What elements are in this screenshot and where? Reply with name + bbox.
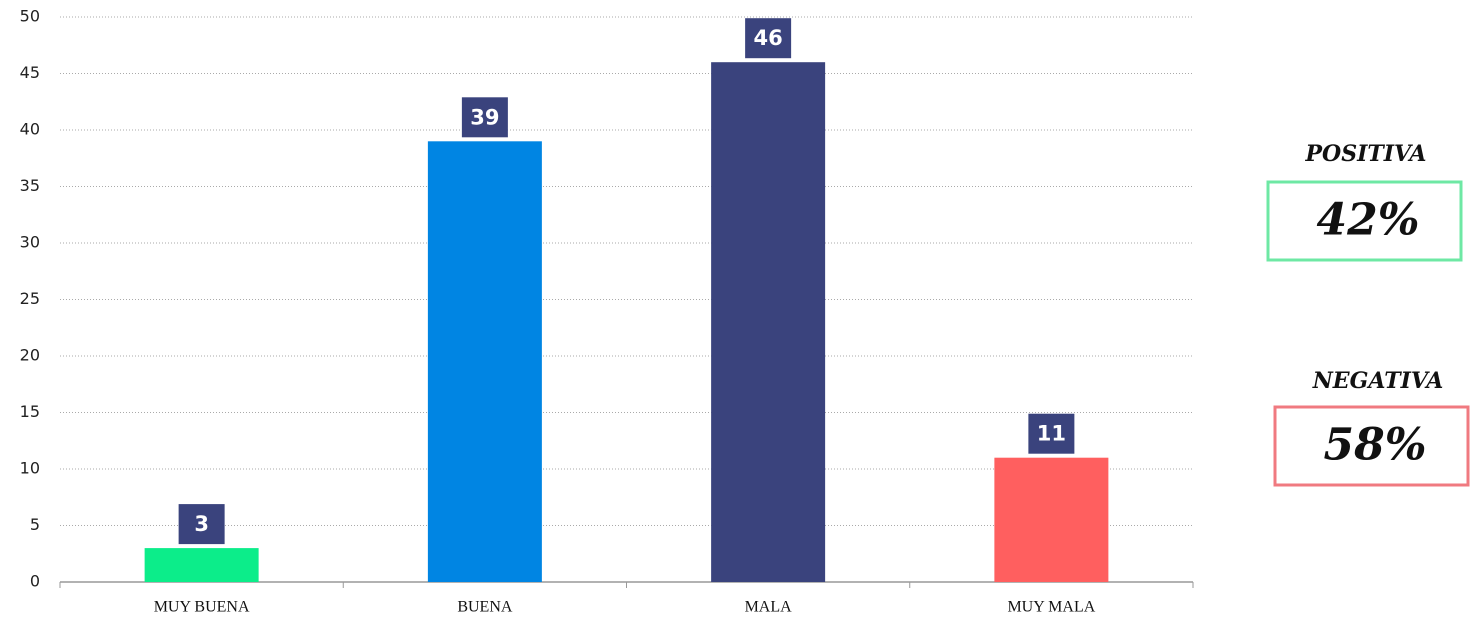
x-tick-label: BUENA (457, 599, 513, 616)
value-label-box (1028, 413, 1075, 454)
value-label: 46 (754, 26, 783, 50)
annotation-box (1273, 405, 1470, 487)
x-tick-label: MUY BUENA (154, 599, 250, 616)
x-tick-label: MALA (745, 599, 793, 616)
y-tick-label: 10 (20, 459, 40, 478)
y-tick-label: 30 (20, 233, 40, 252)
bar (427, 141, 542, 583)
value-label-box (461, 97, 508, 138)
y-tick-label: 40 (20, 120, 40, 139)
value-label-box (178, 504, 225, 545)
value-label-box (745, 18, 792, 59)
y-tick-label: 5 (30, 515, 40, 534)
y-tick-label: 35 (20, 176, 40, 195)
y-tick-label: 50 (20, 7, 40, 26)
bar (711, 62, 826, 582)
y-tick-label: 25 (20, 289, 40, 308)
y-tick-label: 20 (20, 346, 40, 365)
value-label: 11 (1037, 422, 1066, 446)
value-label: 3 (194, 512, 209, 536)
bar (144, 548, 259, 582)
x-tick-label: MUY MALA (1007, 599, 1095, 616)
value-label: 39 (470, 105, 499, 129)
bar (994, 457, 1109, 582)
y-tick-label: 45 (20, 63, 40, 82)
annotation-title: POSITIVA (1305, 141, 1427, 167)
y-tick-label: 15 (20, 402, 40, 421)
annotation-title: NEGATIVA (1312, 368, 1444, 394)
annotation-box (1266, 180, 1463, 262)
annotation-value: 42% (1316, 195, 1419, 246)
annotation-value: 58% (1323, 420, 1426, 471)
y-tick-label: 0 (30, 572, 40, 591)
